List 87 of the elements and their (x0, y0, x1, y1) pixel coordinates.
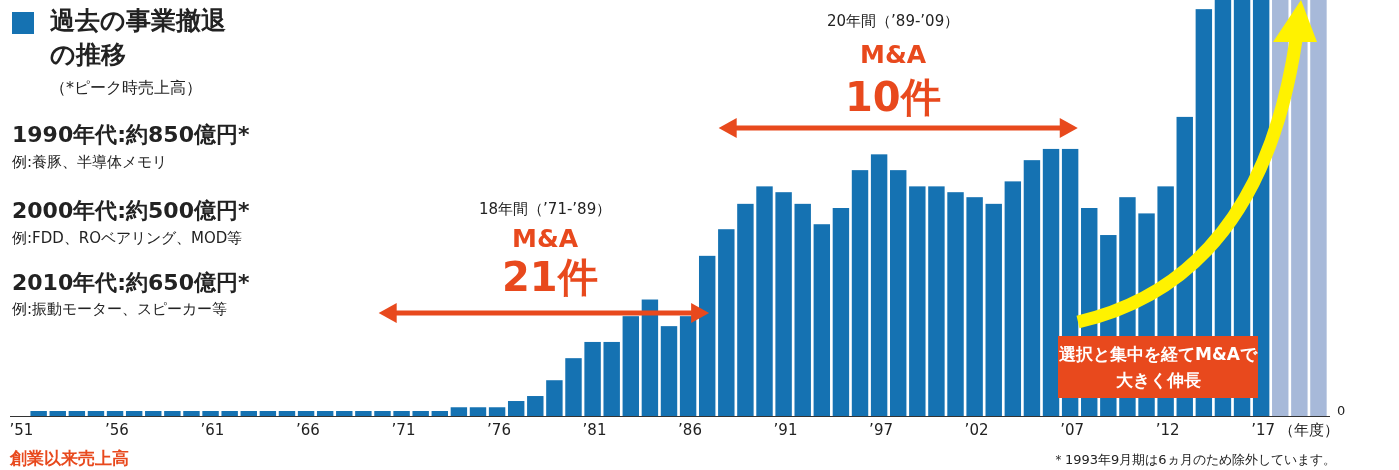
x-tick-label: ’76 (487, 421, 511, 439)
text: 0 (1337, 403, 1346, 418)
annotation: 選択と集中を経てM&Aで大きく伸長 (1058, 336, 1258, 398)
annotation: 20年間（’89-’09） (827, 12, 960, 31)
annotation: 2000年代:約500億円* (12, 197, 250, 225)
bar (928, 186, 945, 416)
bar (718, 229, 735, 416)
annotation: 2010年代:約650億円* (12, 269, 250, 297)
bar (355, 411, 372, 416)
bar (756, 186, 773, 416)
bar (660, 326, 678, 416)
bar (488, 407, 506, 416)
text: 過去の事業撤退の推移 (50, 5, 227, 71)
bar (106, 411, 124, 416)
bar (1004, 181, 1022, 416)
bar (297, 411, 315, 416)
annotation: 例:FDD、ROベアリング、MOD等 (12, 229, 243, 248)
bar (164, 411, 181, 416)
annotation: M&A (512, 224, 579, 253)
bar (794, 203, 811, 416)
bar (737, 203, 754, 416)
bar (431, 411, 448, 416)
x-tick-label: ’71 (391, 421, 416, 439)
bar (221, 411, 238, 416)
text: ＊1993年9月期は6ヵ月のため除外しています。 (1052, 451, 1336, 469)
x-tick-label: ’17 (1251, 421, 1275, 439)
bar (68, 411, 86, 416)
x-axis-title: （年度） (1279, 421, 1339, 440)
bar (1023, 160, 1041, 416)
bar (393, 411, 410, 416)
annotation: 例:養豚、半導体メモリ (12, 153, 168, 172)
annotation: 例:振動モーター、スピーカー等 (12, 300, 228, 319)
bar (870, 154, 888, 416)
x-tick-label: ’86 (678, 421, 702, 439)
bar (469, 407, 487, 416)
bar (240, 411, 257, 416)
x-tick-label: ’66 (296, 421, 320, 439)
bar (546, 380, 563, 416)
text: 創業以来売上高 (10, 447, 129, 470)
bar (679, 316, 697, 416)
bar (622, 316, 640, 416)
bar (527, 396, 544, 416)
x-tick-label: ’02 (964, 421, 989, 439)
x-tick-label: ’56 (105, 421, 129, 439)
annotation: 10件 (845, 73, 941, 122)
bar (30, 411, 47, 416)
bar (145, 411, 162, 416)
bar (641, 299, 659, 416)
annotation: M&A (860, 40, 927, 69)
bar (336, 411, 353, 416)
bar (278, 411, 296, 416)
bar (947, 192, 964, 416)
bar (450, 407, 468, 416)
bar (966, 197, 983, 416)
x-tick-label: ’81 (582, 421, 607, 439)
bar (507, 401, 525, 416)
x-tick-label: ’07 (1060, 421, 1084, 439)
bar (1310, 0, 1327, 416)
bar (87, 411, 105, 416)
bar (1042, 148, 1060, 416)
x-tick-label: ’61 (200, 421, 225, 439)
bar (565, 358, 582, 416)
x-tick-label: ’91 (773, 421, 798, 439)
bar (202, 411, 219, 416)
bar (985, 203, 1002, 416)
bar (851, 170, 869, 416)
bar (832, 208, 850, 416)
text: （*ピーク時売上高） (50, 78, 202, 99)
bar (412, 411, 429, 416)
x-tick-label: ’51 (9, 421, 34, 439)
bar (259, 411, 277, 416)
bar (183, 411, 200, 416)
bar (890, 170, 907, 416)
bar (775, 192, 792, 416)
bar (316, 411, 334, 416)
x-tick-label: ’12 (1155, 421, 1180, 439)
bar (603, 341, 620, 416)
bar (374, 411, 391, 416)
bar (584, 341, 601, 416)
x-tick-label: ’97 (869, 421, 893, 439)
bar (49, 411, 66, 416)
annotation: 1990年代:約850億円* (12, 121, 250, 149)
bar (813, 224, 831, 416)
bar (909, 186, 926, 416)
annotation: 21件 (502, 254, 598, 300)
annotation: 18年間（’71-’89） (479, 200, 612, 219)
bar (125, 411, 143, 416)
